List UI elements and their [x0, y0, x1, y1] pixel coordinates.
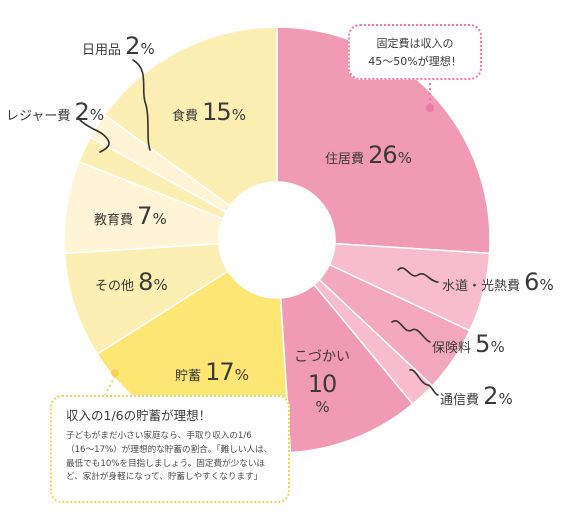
savings-callout-heading: 収入の1/6の貯蓄が理想！: [66, 408, 212, 423]
label-education: 教育費 7%: [94, 204, 167, 228]
label-utilities-value: 6: [524, 268, 539, 296]
slice-10: [103, 26, 278, 207]
label-insurance: 保険料 5%: [432, 332, 505, 356]
label-leisure-unit: %: [89, 106, 105, 124]
label-communication-unit: %: [498, 390, 513, 408]
label-savings-name: 貯蓄: [175, 369, 202, 384]
label-communication: 通信費 2%: [440, 384, 513, 408]
savings-callout-connector: [103, 375, 116, 398]
label-leisure-value: 2: [74, 98, 90, 126]
label-utilities-unit: %: [539, 276, 554, 294]
label-education-value: 7: [137, 202, 152, 230]
label-leisure-name: レジャー費: [6, 109, 71, 124]
fixed-cost-callout-line1: 固定費は収入の: [376, 37, 454, 50]
label-communication-name: 通信費: [440, 393, 480, 408]
savings-callout-pointer: [111, 369, 119, 377]
label-food-name: 食費: [172, 109, 199, 124]
fixed-cost-callout-line2: 45〜50%が理想！: [368, 54, 462, 68]
label-savings: 貯蓄 17%: [175, 360, 249, 384]
label-housing-value: 26: [368, 141, 398, 169]
label-allowance-value: 10: [307, 370, 338, 399]
label-other-name: その他: [95, 279, 135, 294]
label-food-value: 15: [202, 98, 232, 126]
label-savings-unit: %: [234, 366, 249, 384]
label-daily-goods: 日用品 2%: [82, 34, 155, 58]
label-insurance-unit: %: [490, 338, 505, 356]
label-allowance: こづかい 10%: [294, 349, 350, 416]
label-allowance-value-wrap: 10%: [294, 370, 350, 416]
label-housing-unit: %: [397, 149, 412, 167]
label-savings-value: 17: [205, 358, 235, 386]
label-daily-goods-unit: %: [140, 40, 155, 58]
label-other-value: 8: [138, 268, 153, 296]
label-utilities: 水道・光熱費 6%: [442, 270, 554, 294]
leader-communication: [409, 369, 439, 396]
label-other-unit: %: [153, 276, 168, 294]
label-utilities-name: 水道・光熱費: [442, 279, 521, 294]
leader-utilities: [397, 267, 439, 283]
label-insurance-value: 5: [475, 330, 490, 358]
label-education-unit: %: [152, 210, 167, 228]
savings-callout-body: 子どもがまだ小さい家庭なら、手取り収入の1/6（16〜17%）が理想的な貯蓄の割…: [66, 431, 273, 483]
fixed-callout-pointer: [426, 104, 434, 112]
label-education-name: 教育費: [94, 213, 134, 228]
label-communication-value: 2: [483, 382, 498, 410]
label-housing-name: 住居費: [325, 152, 365, 167]
label-allowance-name: こづかい: [294, 349, 350, 365]
fixed-cost-callout: 固定費は収入の 45〜50%が理想！: [348, 24, 482, 80]
leader-daily-goods: [132, 59, 151, 151]
slice-4: [279, 283, 414, 454]
label-housing: 住居費 26%: [325, 143, 412, 167]
label-daily-goods-name: 日用品: [82, 43, 122, 58]
fixed-cost-callout-text: 固定費は収入の 45〜50%が理想！: [350, 35, 480, 70]
label-insurance-name: 保険料: [432, 341, 472, 356]
label-leisure: レジャー費 2%: [6, 100, 104, 124]
label-food: 食費 15%: [172, 100, 246, 124]
label-food-unit: %: [231, 106, 246, 124]
savings-callout: 収入の1/6の貯蓄が理想！ 子どもがまだ小さい家庭なら、手取り収入の1/6（16…: [50, 395, 290, 503]
label-other: その他 8%: [95, 270, 168, 294]
label-daily-goods-value: 2: [125, 32, 140, 60]
label-allowance-unit: %: [315, 397, 330, 416]
leader-insurance: [391, 320, 431, 343]
leader-leisure: [79, 119, 110, 153]
